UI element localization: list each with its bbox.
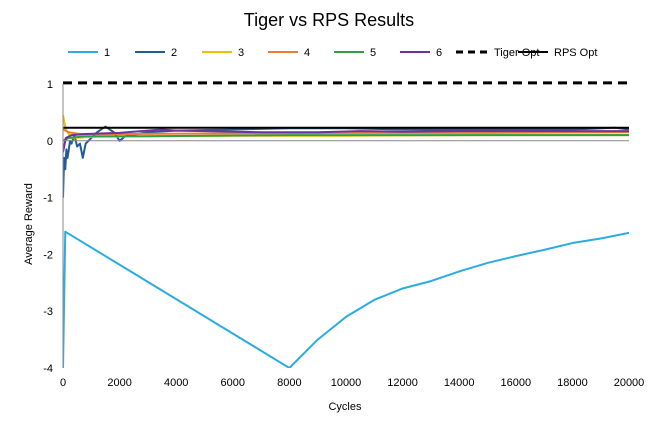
x-tick-label: 18000	[557, 377, 588, 389]
x-tick-label: 6000	[221, 377, 245, 389]
legend-label-2: 2	[171, 47, 177, 59]
x-tick-label: 20000	[614, 377, 645, 389]
series-line-4	[63, 128, 629, 135]
legend-label-3: 3	[238, 47, 244, 59]
axes-layer: 0 2000 4000 6000 8000 10000 12000 14000 16000 180…	[43, 79, 644, 389]
x-tick-label: 0	[60, 377, 66, 389]
series-line-2	[63, 125, 629, 198]
x-tick-label: 2000	[107, 377, 131, 389]
series-line-1	[63, 230, 629, 368]
legend-item-1: 1	[68, 47, 110, 59]
x-tick-label: 4000	[164, 377, 188, 389]
y-tick-label: -2	[43, 249, 53, 261]
legend-item-tiger-opt: Tiger Opt	[456, 47, 539, 59]
series-line-6	[63, 128, 629, 153]
chart-title: Tiger vs RPS Results	[244, 10, 414, 30]
legend-label-5: 5	[370, 47, 376, 59]
legend-item-rps-opt: RPS Opt	[518, 47, 597, 59]
legend-label-4: 4	[304, 47, 310, 59]
x-tick-label: 10000	[331, 377, 362, 389]
series-layer	[63, 81, 629, 368]
y-tick-label: -4	[43, 363, 53, 375]
y-axis-title: Average Reward	[23, 183, 35, 265]
legend-label-6: 6	[436, 47, 442, 59]
series-line-5	[63, 134, 629, 142]
legend-label-tiger-opt: Tiger Opt	[494, 47, 539, 59]
legend-label-1: 1	[104, 47, 110, 59]
legend-item-3: 3	[202, 47, 244, 59]
legend-label-rps-opt: RPS Opt	[554, 47, 597, 59]
x-tick-label: 14000	[444, 377, 475, 389]
legend-item-4: 4	[268, 47, 310, 59]
x-axis-title: Cycles	[328, 401, 362, 413]
plot-area: 0 2000 4000 6000 8000 10000 12000 14000 16000 180…	[43, 79, 644, 389]
x-tick-label: 8000	[277, 377, 301, 389]
legend-item-5: 5	[334, 47, 376, 59]
legend: 1 2 3 4 5 6 Tiger Opt RPS Opt	[68, 47, 597, 59]
legend-item-2: 2	[135, 47, 177, 59]
x-tick-label: 12000	[387, 377, 418, 389]
y-tick-label: 1	[47, 79, 53, 91]
legend-item-6: 6	[400, 47, 442, 59]
y-tick-label: -3	[43, 306, 53, 318]
x-tick-label: 16000	[501, 377, 532, 389]
y-tick-label: -1	[43, 193, 53, 205]
y-tick-label: 0	[47, 136, 53, 148]
